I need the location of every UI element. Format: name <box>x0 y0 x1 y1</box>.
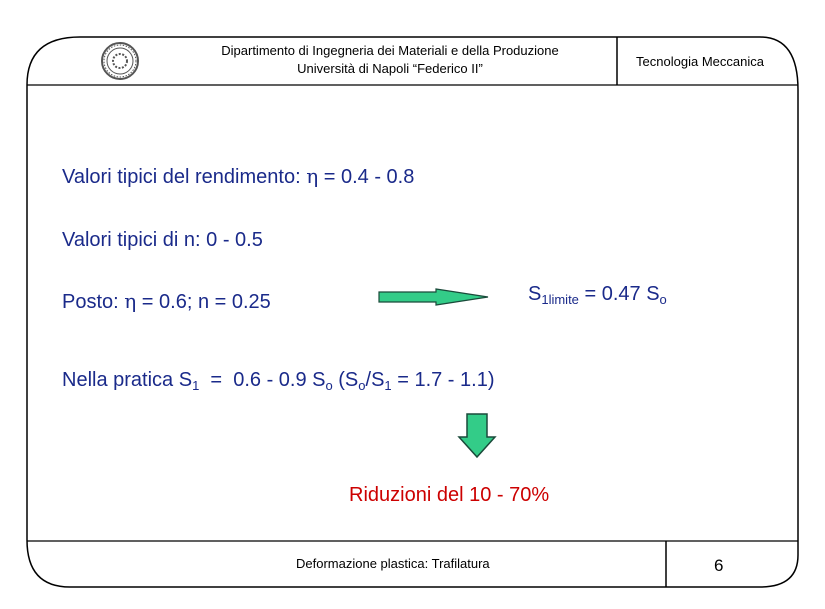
university-seal-icon <box>101 42 139 80</box>
university-name: Università di Napoli “Federico II” <box>297 61 483 76</box>
efficiency-line: Valori tipici del rendimento: η = 0.4 - … <box>62 164 414 189</box>
eta-symbol-2: η <box>124 289 137 313</box>
down-arrow-icon <box>457 413 497 459</box>
department-header: Dipartimento di Ingegneria dei Materiali… <box>180 42 600 78</box>
practice-line: Nella pratica S1 = 0.6 - 0.9 So (So/S1 =… <box>62 369 495 393</box>
page-number: 6 <box>714 556 724 575</box>
n-values-range: 0 - 0.5 <box>206 229 263 251</box>
reduction-conclusion: Riduzioni del 10 - 70% <box>349 484 550 506</box>
assumption-label: Posto: <box>62 291 125 313</box>
n-values-label: Valori tipici di n: <box>62 229 207 251</box>
efficiency-range: = 0.4 - 0.8 <box>318 166 415 188</box>
s1-limit-result: S1limite = 0.47 So <box>528 283 667 307</box>
footer-title: Deformazione plastica: Trafilatura <box>296 556 490 571</box>
eta-symbol: η <box>306 164 319 188</box>
course-title: Tecnologia Meccanica <box>636 54 764 69</box>
right-arrow-icon <box>378 288 489 306</box>
n-values-line: Valori tipici di n: 0 - 0.5 <box>62 229 263 252</box>
assumption-line: Posto: η = 0.6; n = 0.25 <box>62 289 271 314</box>
department-name: Dipartimento di Ingegneria dei Materiali… <box>221 43 559 58</box>
efficiency-label: Valori tipici del rendimento: <box>62 166 307 188</box>
assumption-values: = 0.6; n = 0.25 <box>136 291 271 313</box>
